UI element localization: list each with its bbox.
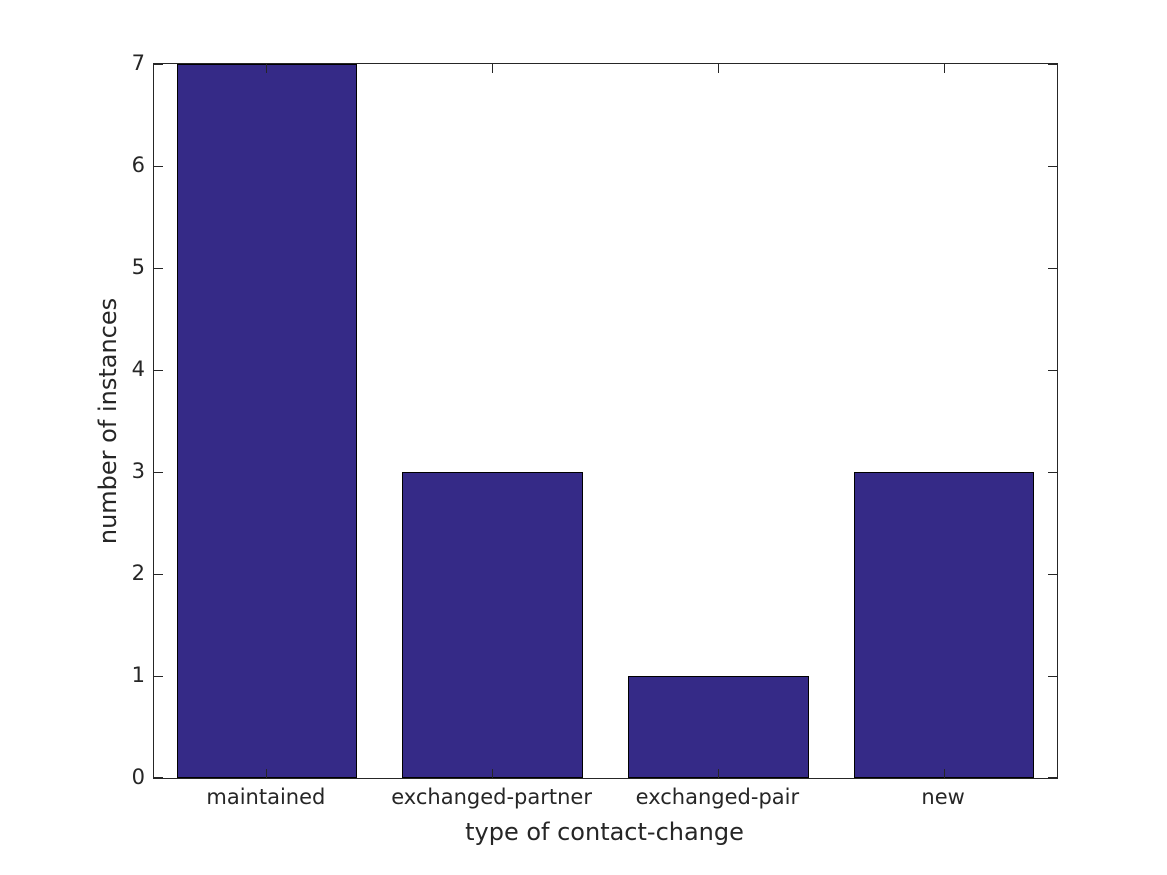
y-tick-mark (1048, 471, 1057, 473)
x-tick-mark (492, 64, 494, 73)
y-tick-mark (154, 573, 163, 575)
y-tick-mark (154, 267, 163, 269)
x-tick-mark (266, 64, 268, 73)
y-tick-mark (154, 471, 163, 473)
y-tick-mark (1048, 675, 1057, 677)
plot-area (153, 63, 1058, 779)
x-tick-mark (717, 769, 719, 778)
y-tick-mark (1048, 64, 1057, 65)
y-tick-mark (1048, 573, 1057, 575)
y-tick-label: 7 (131, 51, 145, 75)
y-tick-label: 2 (131, 561, 145, 585)
x-tick-mark (943, 64, 945, 73)
y-tick-mark (154, 675, 163, 677)
bar-maintained (176, 64, 358, 778)
x-tick-mark (266, 769, 268, 778)
y-tick-label: 6 (131, 153, 145, 177)
y-tick-mark (154, 165, 163, 167)
y-tick-mark (154, 369, 163, 371)
x-tick-mark (943, 769, 945, 778)
y-tick-label: 4 (131, 357, 145, 381)
y-axis-label: number of instances (94, 297, 122, 545)
x-tick-mark (717, 64, 719, 73)
y-tick-mark (1048, 165, 1057, 167)
x-tick-mark (492, 769, 494, 778)
y-tick-label: 3 (131, 459, 145, 483)
y-tick-mark (1048, 267, 1057, 269)
bar-exchanged-pair (628, 676, 809, 778)
y-tick-label: 0 (131, 765, 145, 789)
y-tick-mark (154, 64, 163, 65)
y-tick-mark (154, 777, 163, 778)
x-tick-label: exchanged-pair (635, 785, 800, 809)
x-axis-label: type of contact-change (465, 818, 744, 846)
y-tick-label: 1 (131, 663, 145, 687)
x-tick-label: exchanged-partner (391, 785, 592, 809)
y-tick-mark (1048, 369, 1057, 371)
y-tick-label: 5 (131, 255, 145, 279)
x-tick-label: maintained (206, 785, 326, 809)
x-tick-label: new (921, 785, 965, 809)
bar-exchanged-partner (402, 472, 583, 778)
bar-new (853, 472, 1035, 778)
y-tick-mark (1048, 777, 1057, 778)
